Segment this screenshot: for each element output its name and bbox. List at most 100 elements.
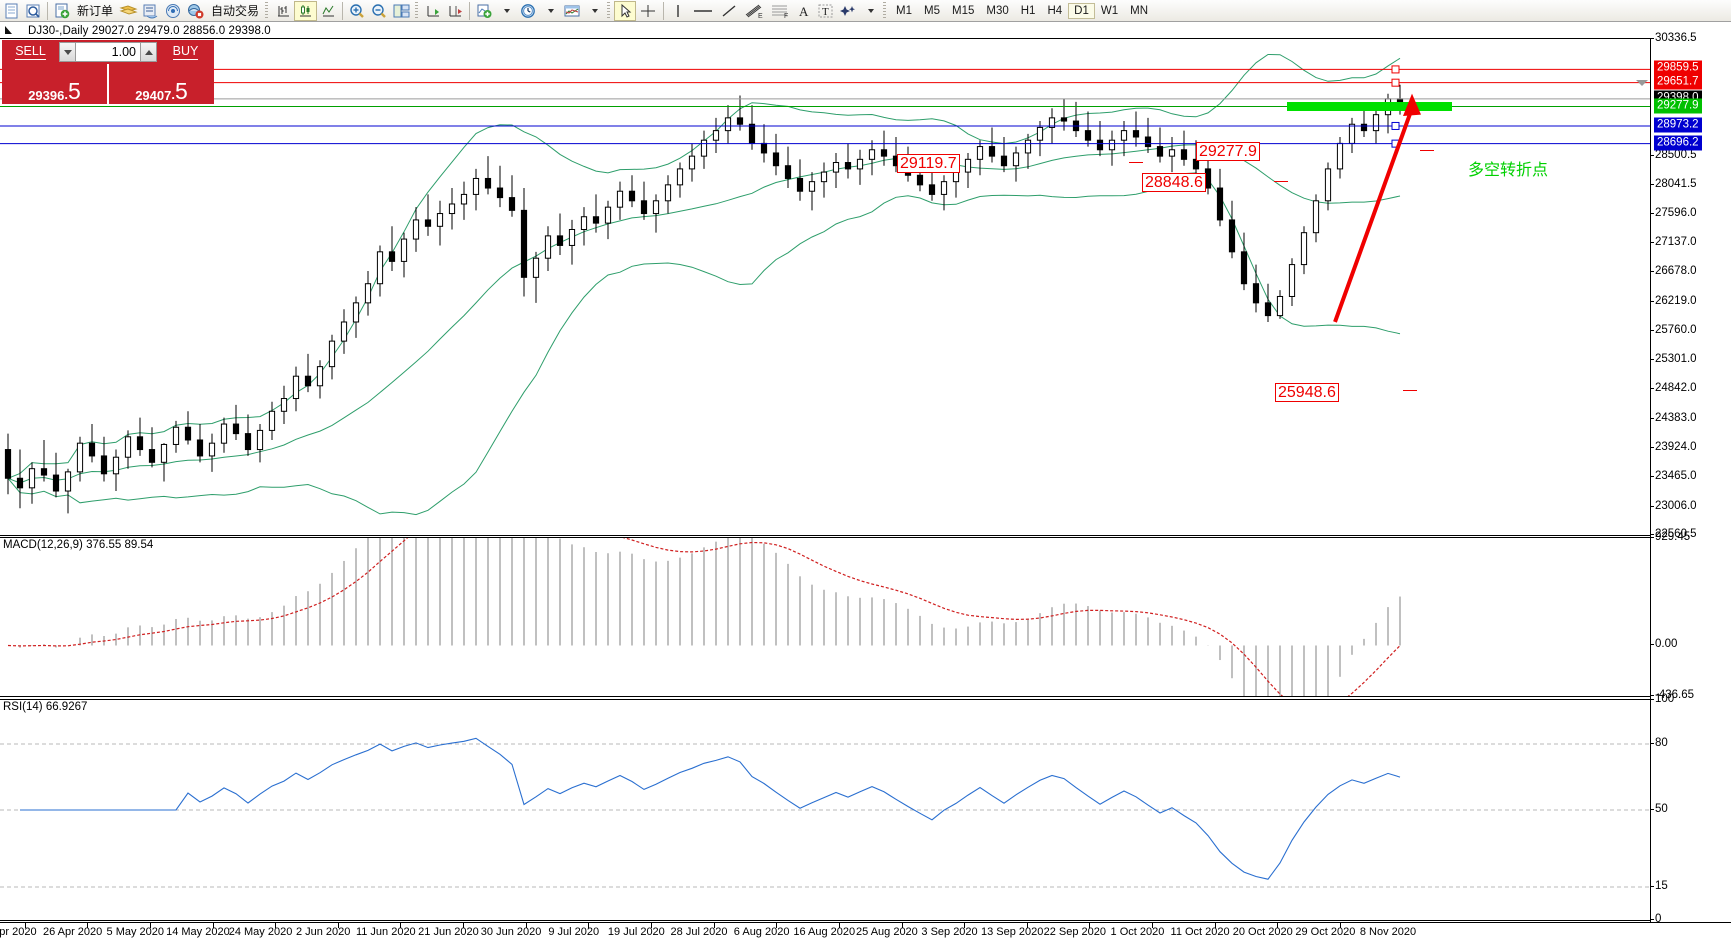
- price-chart-panel[interactable]: [0, 38, 1650, 536]
- candle: [1324, 162, 1332, 211]
- sell-price[interactable]: 29396 . 5: [2, 64, 107, 104]
- price-axis-tick: 25760.0: [1651, 323, 1697, 336]
- price-level-label-resistance[interactable]: 29651.7: [1654, 74, 1702, 90]
- toolbar-grip[interactable]: [265, 1, 271, 20]
- date-tick-mark: [87, 923, 89, 928]
- rsi-panel[interactable]: RSI(14) 66.9267: [0, 699, 1650, 921]
- crosshair-icon[interactable]: [636, 1, 660, 21]
- red-trendline[interactable]: [1333, 107, 1414, 323]
- volume-stepper[interactable]: 1.00: [59, 40, 157, 64]
- date-tick-mark: [1340, 923, 1341, 928]
- date-tick: 2 Jun 2020: [295, 926, 351, 938]
- annot-29277[interactable]: 29277.9: [1196, 142, 1260, 161]
- periods-dropdown-caret[interactable]: [539, 1, 561, 21]
- price-level-label-support[interactable]: 28696.2: [1654, 135, 1702, 151]
- line-chart-icon[interactable]: [317, 1, 339, 21]
- timeframe-m30[interactable]: M30: [986, 4, 1009, 17]
- candle: [1168, 137, 1176, 173]
- price-level-label-support[interactable]: 29277.9: [1654, 98, 1702, 114]
- toolbar-grip[interactable]: [883, 1, 889, 20]
- price-level-handle[interactable]: [1391, 121, 1400, 130]
- price-scale-axis[interactable]: 30336.5 28500.5 28041.5 27596.0 27137.0 26678…: [1650, 32, 1731, 925]
- price-level-label-resistance[interactable]: 29859.5: [1654, 60, 1702, 76]
- toolbar-grip[interactable]: [607, 1, 613, 20]
- annot-29119[interactable]: 29119.7: [897, 154, 960, 173]
- arrow-cursor-icon[interactable]: [614, 0, 637, 21]
- volume-input[interactable]: 1.00: [76, 42, 140, 62]
- candle: [508, 175, 516, 217]
- macd-canvas[interactable]: [0, 538, 1650, 696]
- bar-chart-icon[interactable]: [272, 1, 294, 21]
- shapes-icon[interactable]: [837, 1, 859, 21]
- rsi-canvas[interactable]: [0, 700, 1650, 920]
- buy-price[interactable]: 29407 . 5: [109, 64, 214, 104]
- bollinger-band-middle: [7, 144, 1401, 484]
- timeframe-m1[interactable]: M1: [896, 4, 913, 17]
- candle: [856, 149, 864, 185]
- price-level-handle[interactable]: [1391, 65, 1400, 74]
- candle: [460, 181, 468, 220]
- annotation-connector: [1403, 390, 1417, 391]
- timeframe-m15[interactable]: M15: [952, 4, 975, 17]
- horizontal-line-icon[interactable]: [689, 1, 717, 21]
- timeframe-d1[interactable]: D1: [1068, 2, 1095, 19]
- annot-25948[interactable]: 25948.6: [1275, 383, 1339, 402]
- volume-decrease-button[interactable]: [59, 42, 76, 62]
- clock-icon[interactable]: [517, 1, 539, 21]
- signal-icon[interactable]: [162, 1, 184, 21]
- vertical-line-icon[interactable]: [667, 1, 689, 21]
- auto-scroll-icon[interactable]: [422, 1, 444, 21]
- toolbar-grip[interactable]: [415, 1, 421, 20]
- buy-button[interactable]: BUY: [157, 40, 214, 64]
- grid-icon[interactable]: [390, 1, 413, 21]
- document-icon[interactable]: [0, 1, 22, 21]
- timeframe-m5[interactable]: M5: [924, 4, 940, 17]
- red-arrow-head[interactable]: [1403, 93, 1421, 116]
- svg-text:T: T: [822, 6, 829, 18]
- rsi-axis-tick: 15: [1651, 880, 1668, 892]
- volume-increase-button[interactable]: [140, 42, 157, 62]
- price-axis-tick: 23006.0: [1651, 499, 1697, 512]
- indicator-dropdown-caret[interactable]: [495, 1, 517, 21]
- macd-panel[interactable]: MACD(12,26,9) 376.55 89.54: [0, 537, 1650, 697]
- autotrading-icon[interactable]: [184, 1, 207, 21]
- template-icon[interactable]: [561, 1, 583, 21]
- folder-icon[interactable]: [117, 1, 140, 21]
- price-axis-tick: 26678.0: [1651, 265, 1697, 278]
- new-order-label[interactable]: 新订单: [77, 4, 114, 18]
- text-a-icon[interactable]: A: [793, 1, 815, 21]
- timeframe-h4[interactable]: H4: [1047, 4, 1063, 17]
- timeframe-w1[interactable]: W1: [1100, 4, 1119, 17]
- price-chart-canvas[interactable]: [0, 39, 1650, 535]
- zoom-in-icon[interactable]: [346, 1, 368, 21]
- annot-28848[interactable]: 28848.6: [1142, 173, 1206, 192]
- zoom-out-icon[interactable]: [368, 1, 390, 21]
- chart-shift-icon[interactable]: [444, 1, 466, 21]
- note-turning-point[interactable]: 多空转折点: [1468, 160, 1549, 179]
- autotrading-label[interactable]: 自动交易: [211, 4, 260, 18]
- text-box-icon[interactable]: T: [815, 1, 837, 21]
- date-tick: 22 Sep 2020: [1043, 926, 1107, 938]
- rsi-line: [20, 737, 1401, 880]
- magnifier-chart-icon[interactable]: [22, 1, 44, 21]
- price-level-label-support[interactable]: 28973.2: [1654, 117, 1702, 133]
- fibonacci-icon[interactable]: F: [767, 1, 793, 21]
- timeframe-mn[interactable]: MN: [1130, 4, 1148, 17]
- sell-button[interactable]: SELL: [2, 40, 59, 64]
- news-icon[interactable]: [140, 1, 162, 21]
- shapes-dropdown-caret[interactable]: [859, 1, 881, 21]
- chart-area[interactable]: MACD(12,26,9) 376.55 89.54 RSI(14) 66.92…: [0, 32, 1731, 925]
- one-click-trading-panel[interactable]: SELL 1.00 BUY 29396 . 5 29407 . 5: [2, 40, 214, 104]
- candle: [976, 140, 984, 176]
- trendline-icon[interactable]: [717, 1, 741, 21]
- date-tick: 20 Oct 2020: [1232, 926, 1293, 938]
- chart-scroll-indicator[interactable]: [1635, 74, 1649, 86]
- timeframe-h1[interactable]: H1: [1020, 4, 1036, 17]
- new-order-icon[interactable]: [51, 1, 73, 21]
- indicator-add-icon[interactable]: [473, 1, 495, 21]
- channel-icon[interactable]: E: [741, 1, 767, 21]
- price-level-handle[interactable]: [1391, 78, 1400, 87]
- candlestick-icon[interactable]: [294, 0, 318, 21]
- template-dropdown-caret[interactable]: [583, 1, 605, 21]
